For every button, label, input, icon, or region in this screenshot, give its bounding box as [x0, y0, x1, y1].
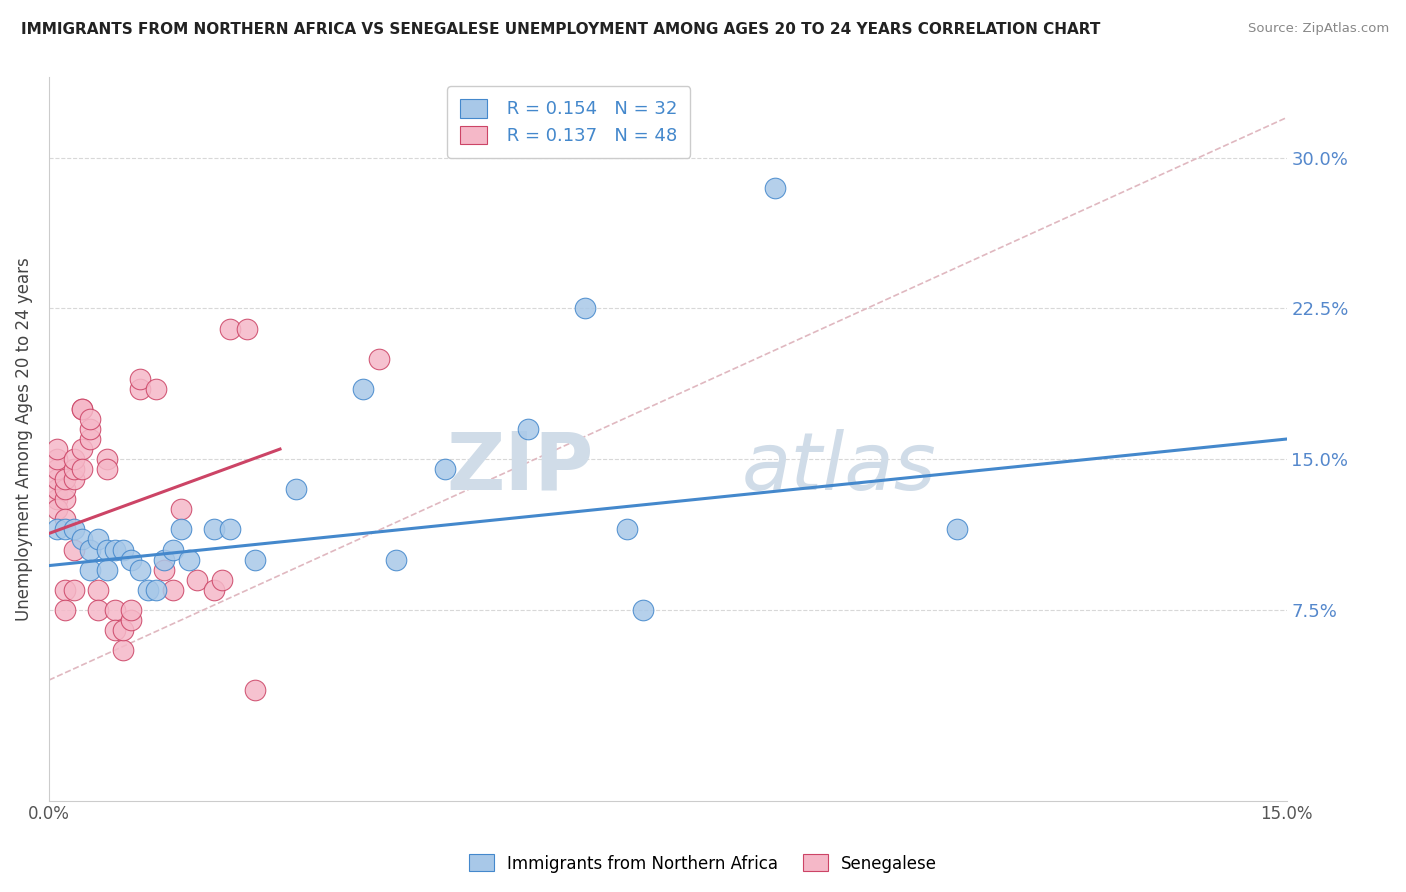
Point — [285, 482, 308, 496]
Point — [79, 542, 101, 557]
Point — [46, 482, 69, 496]
Y-axis label: Unemployment Among Ages 20 to 24 years: Unemployment Among Ages 20 to 24 years — [15, 257, 32, 621]
Point — [62, 452, 84, 467]
Point — [145, 582, 167, 597]
Point — [574, 301, 596, 316]
Point — [62, 462, 84, 476]
Point — [79, 432, 101, 446]
Point — [211, 573, 233, 587]
Point — [121, 603, 143, 617]
Point — [46, 442, 69, 456]
Point — [162, 582, 184, 597]
Point — [87, 533, 110, 547]
Point — [368, 351, 391, 366]
Point — [121, 552, 143, 566]
Point — [46, 452, 69, 467]
Point — [352, 382, 374, 396]
Point — [170, 502, 193, 516]
Point — [202, 523, 225, 537]
Point — [62, 542, 84, 557]
Point — [46, 502, 69, 516]
Point — [121, 613, 143, 627]
Point — [245, 683, 267, 698]
Point — [62, 582, 84, 597]
Point — [62, 472, 84, 486]
Point — [128, 372, 150, 386]
Point — [145, 382, 167, 396]
Legend: Immigrants from Northern Africa, Senegalese: Immigrants from Northern Africa, Senegal… — [463, 847, 943, 880]
Point — [46, 523, 69, 537]
Point — [516, 422, 538, 436]
Point — [46, 472, 69, 486]
Point — [245, 552, 267, 566]
Point — [96, 462, 118, 476]
Point — [112, 542, 135, 557]
Point — [219, 321, 242, 335]
Text: IMMIGRANTS FROM NORTHERN AFRICA VS SENEGALESE UNEMPLOYMENT AMONG AGES 20 TO 24 Y: IMMIGRANTS FROM NORTHERN AFRICA VS SENEG… — [21, 22, 1101, 37]
Point — [70, 533, 93, 547]
Point — [55, 512, 77, 526]
Point — [79, 422, 101, 436]
Legend:  R = 0.154   N = 32,  R = 0.137   N = 48: R = 0.154 N = 32, R = 0.137 N = 48 — [447, 87, 690, 158]
Point — [70, 462, 93, 476]
Point — [55, 482, 77, 496]
Point — [104, 603, 127, 617]
Text: ZIP: ZIP — [446, 429, 593, 507]
Point — [112, 643, 135, 657]
Point — [128, 563, 150, 577]
Point — [384, 552, 406, 566]
Point — [55, 472, 77, 486]
Point — [219, 523, 242, 537]
Point — [236, 321, 259, 335]
Point — [70, 401, 93, 416]
Point — [70, 442, 93, 456]
Point — [631, 603, 654, 617]
Point — [55, 523, 77, 537]
Point — [112, 623, 135, 637]
Point — [87, 582, 110, 597]
Point — [104, 542, 127, 557]
Point — [162, 542, 184, 557]
Point — [96, 452, 118, 467]
Point — [46, 462, 69, 476]
Point — [763, 181, 786, 195]
Point — [434, 462, 457, 476]
Point — [202, 582, 225, 597]
Point — [153, 552, 176, 566]
Point — [186, 573, 208, 587]
Point — [170, 523, 193, 537]
Point — [62, 523, 84, 537]
Point — [87, 603, 110, 617]
Point — [70, 401, 93, 416]
Point — [46, 492, 69, 507]
Text: atlas: atlas — [742, 429, 936, 507]
Point — [79, 563, 101, 577]
Point — [96, 542, 118, 557]
Point — [104, 623, 127, 637]
Point — [616, 523, 638, 537]
Point — [79, 412, 101, 426]
Point — [179, 552, 201, 566]
Point — [153, 563, 176, 577]
Point — [55, 603, 77, 617]
Point — [945, 523, 967, 537]
Point — [55, 492, 77, 507]
Point — [96, 563, 118, 577]
Point — [55, 582, 77, 597]
Point — [128, 382, 150, 396]
Text: Source: ZipAtlas.com: Source: ZipAtlas.com — [1249, 22, 1389, 36]
Point — [136, 582, 159, 597]
